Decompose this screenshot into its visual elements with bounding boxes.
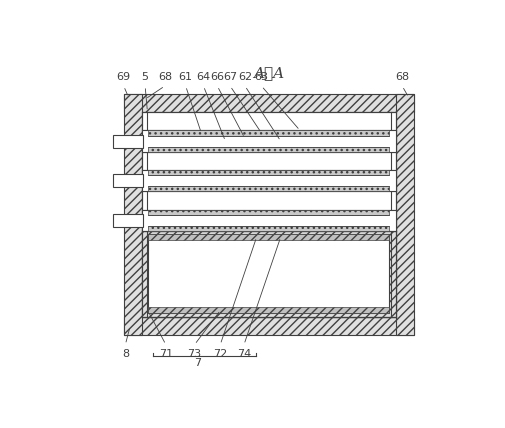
Bar (124, 317, 414, 335)
Bar (148, 147, 389, 152)
Text: 5: 5 (141, 72, 148, 82)
Text: 73: 73 (187, 349, 201, 359)
Text: 74: 74 (237, 349, 251, 359)
Text: 67: 67 (223, 72, 237, 82)
Bar (148, 170, 389, 175)
Text: 68: 68 (395, 72, 409, 82)
Text: 72: 72 (213, 349, 227, 359)
Text: 61: 61 (179, 72, 192, 82)
Text: 71: 71 (159, 349, 173, 359)
Bar (148, 307, 389, 313)
Bar (113, 174, 143, 187)
Text: 7: 7 (194, 358, 201, 368)
Bar (148, 234, 389, 313)
Bar (395, 94, 414, 335)
Text: 66: 66 (210, 72, 224, 82)
Text: 64: 64 (196, 72, 211, 82)
Bar (148, 131, 389, 136)
Bar (124, 94, 414, 112)
Bar (148, 226, 389, 231)
Bar (142, 210, 395, 231)
Bar (142, 131, 395, 152)
Text: 68: 68 (158, 72, 172, 82)
Bar (113, 134, 143, 148)
Bar (148, 234, 389, 240)
Bar (148, 186, 389, 191)
Text: 63: 63 (255, 72, 269, 82)
Bar (142, 170, 395, 191)
Bar (113, 214, 143, 227)
Bar (142, 231, 395, 317)
Bar (124, 94, 142, 335)
Text: 69: 69 (117, 72, 131, 82)
Bar (148, 210, 389, 215)
Text: 62: 62 (238, 72, 252, 82)
Text: A－A: A－A (253, 66, 284, 80)
Bar (142, 112, 395, 317)
Text: 8: 8 (122, 349, 129, 359)
